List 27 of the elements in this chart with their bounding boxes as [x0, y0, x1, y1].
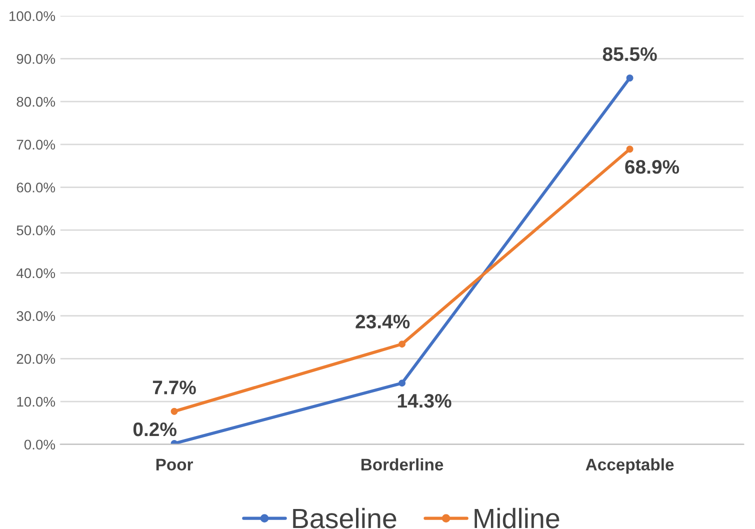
- y-tick-label: 80.0%: [16, 96, 56, 107]
- y-tick-label: 70.0%: [16, 140, 56, 150]
- point: [398, 380, 406, 387]
- point: [626, 146, 634, 153]
- legend-label: Midline: [474, 508, 560, 528]
- x-tick-label: Poor: [156, 458, 194, 470]
- point: [626, 74, 634, 82]
- data-label: 7.7%: [152, 380, 196, 394]
- data-label: 14.3%: [398, 394, 452, 408]
- point: [398, 340, 406, 348]
- point: [170, 408, 178, 415]
- data-label: 85.5%: [602, 47, 657, 61]
- y-tick-label: 20.0%: [16, 354, 56, 364]
- y-tick-label: 50.0%: [16, 225, 56, 236]
- y-tick-label: 90.0%: [16, 54, 56, 64]
- y-tick-label: 30.0%: [16, 311, 56, 321]
- legend-label: Baseline: [293, 508, 396, 528]
- y-tick-label: 60.0%: [16, 182, 56, 192]
- y-tick-label: 0.0%: [24, 440, 56, 450]
- x-tick-label: Borderline: [361, 458, 444, 470]
- data-label: 68.9%: [625, 160, 680, 174]
- data-label: 23.4%: [356, 314, 410, 329]
- data-label: 0.2%: [133, 422, 176, 436]
- y-tick-label: 40.0%: [16, 268, 56, 278]
- x-tick-label: Acceptable: [586, 458, 674, 474]
- y-tick-label: 100.0%: [9, 11, 56, 22]
- y-tick-label: 10.0%: [17, 396, 56, 407]
